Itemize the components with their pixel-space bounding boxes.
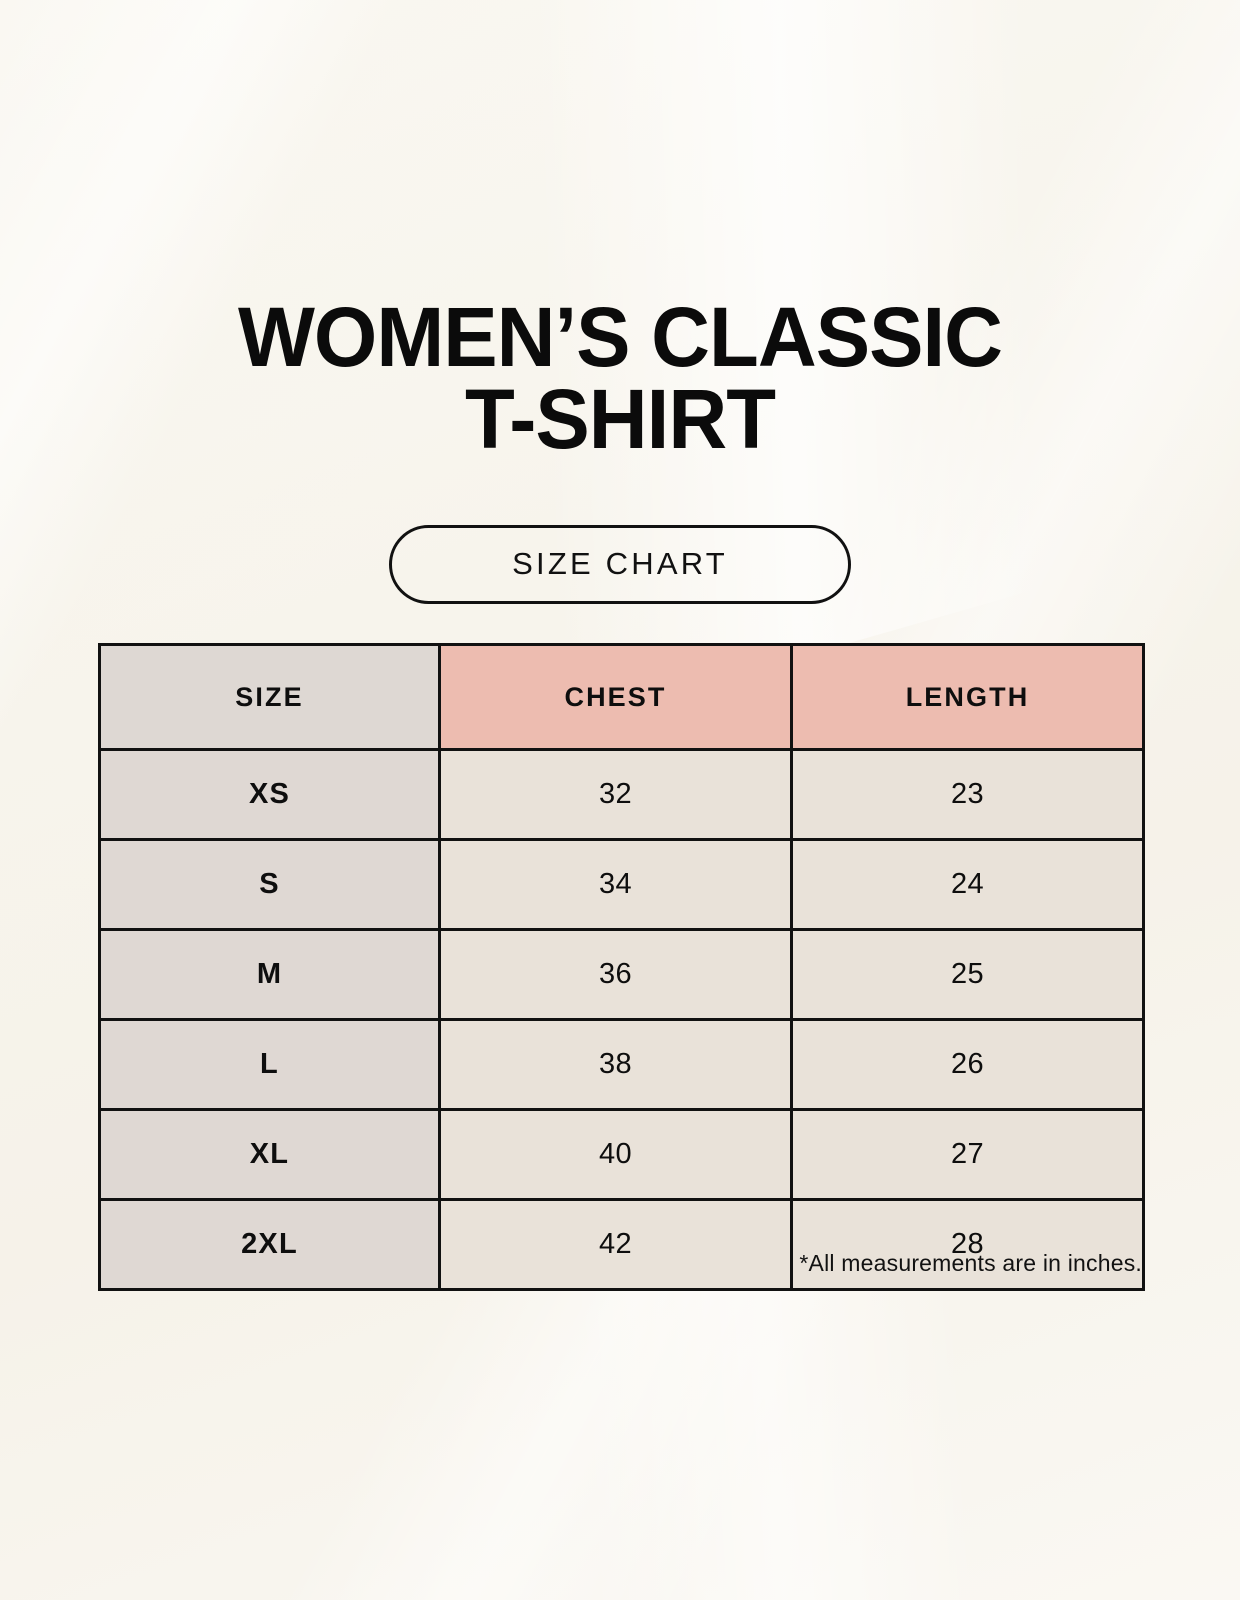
table-header-row: SIZE CHEST LENGTH: [98, 643, 1145, 751]
cell-size: M: [98, 928, 441, 1021]
cell-length: 28: [790, 1198, 1145, 1291]
cell-chest: 36: [438, 928, 793, 1021]
table-header: SIZE CHEST LENGTH: [98, 643, 1145, 751]
cell-size: L: [98, 1018, 441, 1111]
size-chart-table: SIZE CHEST LENGTH XS 32 23 S 34 24: [98, 643, 1145, 1291]
table-row: L 38 26: [98, 1018, 1145, 1111]
cell-length: 27: [790, 1108, 1145, 1201]
table-row: XS 32 23: [98, 748, 1145, 841]
column-header-size: SIZE: [98, 643, 441, 751]
column-header-chest: CHEST: [438, 643, 793, 751]
table-row: 2XL 42 28: [98, 1198, 1145, 1291]
page-title: WOMEN’S CLASSIC T-SHIRT: [0, 290, 1240, 467]
cell-size: 2XL: [98, 1198, 441, 1291]
size-chart-table-container: SIZE CHEST LENGTH XS 32 23 S 34 24: [98, 643, 1145, 1291]
cell-length: 24: [790, 838, 1145, 931]
table-row: XL 40 27: [98, 1108, 1145, 1201]
cell-length: 26: [790, 1018, 1145, 1111]
table-row: M 36 25: [98, 928, 1145, 1021]
cell-length: 25: [790, 928, 1145, 1021]
cell-chest: 38: [438, 1018, 793, 1111]
page-title-line-2: T-SHIRT: [464, 372, 776, 467]
size-chart-badge-container: SIZE CHART: [0, 525, 1240, 604]
measurement-units-note: *All measurements are in inches.: [799, 1250, 1142, 1276]
table-body: XS 32 23 S 34 24 M 36 25 L: [98, 748, 1145, 1291]
column-header-length: LENGTH: [790, 643, 1145, 751]
table-row: S 34 24: [98, 838, 1145, 931]
size-chart-badge: SIZE CHART: [389, 525, 851, 604]
cell-size: XS: [98, 748, 441, 841]
cell-length: 23: [790, 748, 1145, 841]
cell-size: S: [98, 838, 441, 931]
cell-chest: 40: [438, 1108, 793, 1201]
cell-size: XL: [98, 1108, 441, 1201]
page-title-line-1: WOMEN’S CLASSIC: [237, 290, 1003, 384]
cell-chest: 42: [438, 1198, 793, 1291]
cell-chest: 32: [438, 748, 793, 841]
cell-chest: 34: [438, 838, 793, 931]
